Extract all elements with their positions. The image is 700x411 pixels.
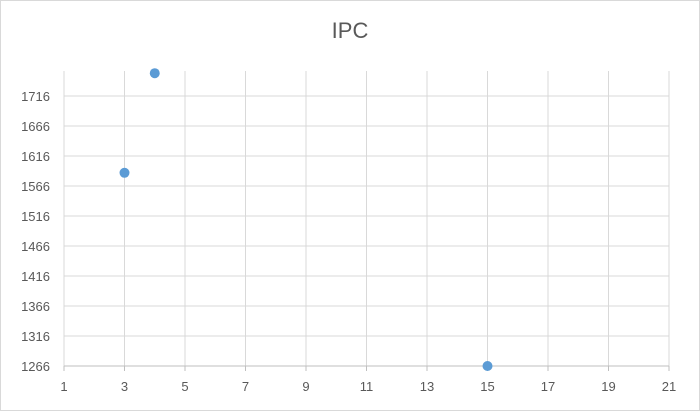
x-tick-label: 5 [181, 379, 188, 394]
data-point [119, 167, 130, 178]
y-tick-label: 1416 [21, 269, 50, 284]
y-tick-label: 1366 [21, 299, 50, 314]
x-tick-label: 9 [302, 379, 309, 394]
y-tick-label: 1266 [21, 359, 50, 374]
x-tick-label: 19 [601, 379, 615, 394]
chart-title: IPC [331, 18, 369, 43]
y-tick-label: 1716 [21, 89, 50, 104]
data-point [149, 68, 160, 79]
y-tick-label: 1616 [21, 149, 50, 164]
x-tick-label: 7 [242, 379, 249, 394]
x-tick-label: 21 [662, 379, 676, 394]
data-points [119, 68, 493, 371]
x-tick-label: 15 [480, 379, 494, 394]
y-tick-label: 1566 [21, 179, 50, 194]
y-tick-label: 1666 [21, 119, 50, 134]
x-tick-label: 11 [360, 379, 374, 394]
x-tick-labels: 1 3 5 7 9 11 13 15 17 19 21 [60, 379, 676, 394]
x-tick-label: 13 [420, 379, 434, 394]
x-tick-label: 1 [60, 379, 67, 394]
data-point [482, 361, 493, 371]
axes [63, 365, 670, 371]
x-tick-label: 17 [541, 379, 555, 394]
y-tick-labels: 1266 1316 1366 1416 1466 1516 1566 1616 1666 1716 [21, 89, 50, 374]
y-tick-label: 1316 [21, 329, 50, 344]
y-tick-label: 1466 [21, 239, 50, 254]
x-tick-label: 3 [121, 379, 128, 394]
gridlines [63, 71, 670, 366]
y-tick-label: 1516 [21, 209, 50, 224]
